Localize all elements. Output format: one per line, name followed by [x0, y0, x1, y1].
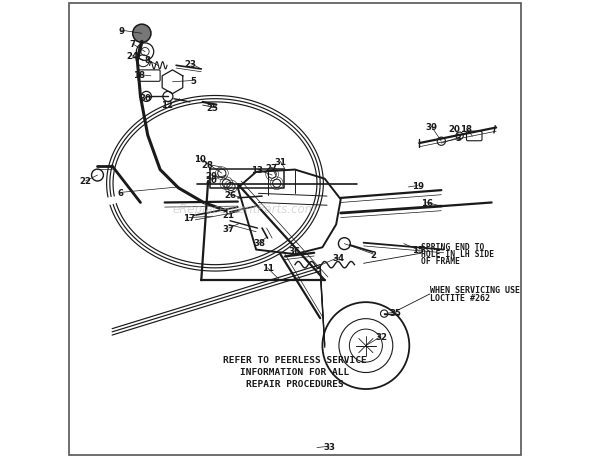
Text: SPRING END TO: SPRING END TO: [421, 242, 484, 252]
Text: 20: 20: [448, 125, 460, 134]
Circle shape: [133, 25, 151, 43]
Text: 39: 39: [425, 123, 437, 131]
Text: 2: 2: [371, 250, 376, 259]
Text: 31: 31: [274, 157, 286, 167]
Text: 32: 32: [375, 332, 387, 341]
Text: 22: 22: [80, 177, 91, 186]
Text: 9: 9: [118, 27, 124, 35]
Text: eReplacementParts.com: eReplacementParts.com: [173, 202, 317, 215]
Text: HOLE IN LH SIDE: HOLE IN LH SIDE: [421, 249, 494, 258]
Text: 36: 36: [288, 247, 300, 256]
Text: 13: 13: [251, 166, 264, 175]
Text: 6: 6: [117, 189, 123, 197]
Text: 3: 3: [455, 134, 462, 143]
Text: 5: 5: [191, 77, 196, 86]
Text: 16: 16: [421, 199, 432, 207]
Text: 27: 27: [265, 163, 277, 173]
Text: 34: 34: [332, 253, 345, 262]
Text: 33: 33: [323, 442, 335, 451]
Text: 35: 35: [389, 308, 402, 317]
Text: 10: 10: [194, 154, 206, 163]
Text: 28: 28: [201, 160, 213, 169]
Text: 23: 23: [185, 60, 196, 69]
Text: 30: 30: [139, 94, 151, 103]
Text: OF FRAME: OF FRAME: [421, 256, 460, 265]
Text: INFORMATION FOR ALL: INFORMATION FOR ALL: [240, 367, 350, 376]
Text: 21: 21: [222, 210, 235, 219]
Text: 18: 18: [133, 71, 145, 80]
Text: 11: 11: [261, 264, 274, 273]
Text: 26: 26: [224, 191, 236, 200]
Text: WHEN SERVICING USE: WHEN SERVICING USE: [430, 285, 520, 294]
Text: 15: 15: [412, 246, 424, 255]
Text: 18: 18: [460, 125, 473, 134]
Text: 24: 24: [127, 52, 139, 61]
Text: 17: 17: [183, 213, 195, 223]
Text: 25: 25: [206, 104, 219, 112]
Text: 37: 37: [222, 224, 235, 233]
Text: 38: 38: [253, 239, 266, 248]
Text: 12: 12: [161, 101, 173, 110]
Text: REFER TO PEERLESS SERVICE: REFER TO PEERLESS SERVICE: [223, 355, 367, 364]
Text: 20: 20: [206, 176, 218, 185]
Text: 8: 8: [145, 56, 151, 65]
Text: REPAIR PROCEDURES: REPAIR PROCEDURES: [246, 380, 344, 389]
Text: 19: 19: [412, 182, 424, 190]
Text: 7: 7: [130, 40, 136, 49]
Text: 29: 29: [206, 171, 218, 180]
Text: LOCTITE #262: LOCTITE #262: [430, 293, 490, 302]
